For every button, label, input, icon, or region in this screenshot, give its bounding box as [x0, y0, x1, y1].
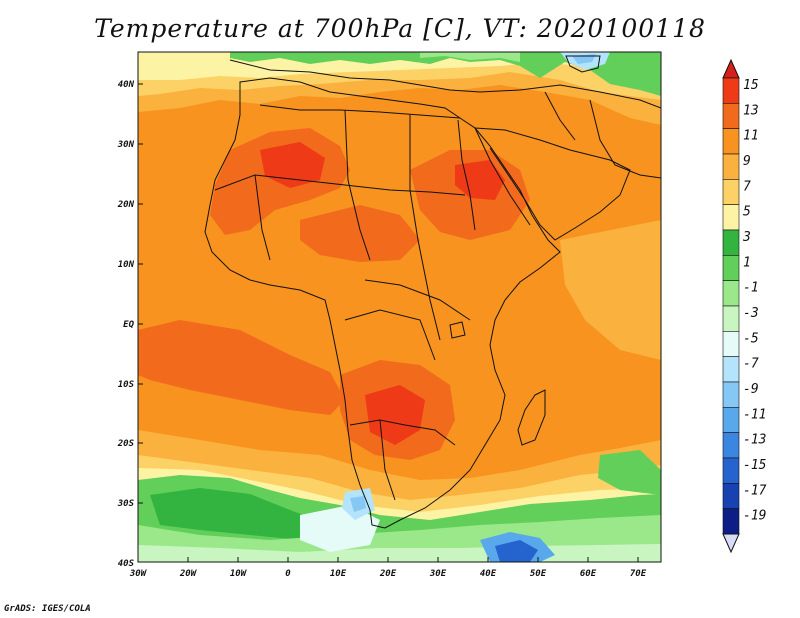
colorbar-label: -3 [743, 306, 759, 321]
arabia-outline [474, 127, 631, 241]
lon-label-10w: 10W [230, 569, 248, 579]
field-south-core [365, 385, 425, 445]
colorbar-label: -7 [743, 357, 759, 372]
colorbar-swatch [722, 280, 740, 307]
colorbar-label: 15 [743, 78, 759, 93]
colorbar-swatch [722, 128, 740, 155]
lat-ticks [138, 83, 143, 504]
lon-label-50e: 50E [530, 569, 547, 579]
lat-axis: 40N 30N 20N 10N EQ 10S 20S 30S 40S [117, 80, 143, 569]
colorbar-label: 13 [743, 103, 759, 118]
north-border-1 [259, 104, 461, 119]
colorbar-swatch [722, 356, 740, 383]
lon-label-20w: 20W [179, 569, 198, 579]
field-southocean-deep [495, 540, 538, 562]
lat-label-30n: 30N [117, 140, 135, 150]
colorbar-swatch [722, 255, 740, 281]
mid-border [364, 279, 471, 321]
colorbar-swatch [722, 457, 740, 484]
lon-axis: 30W 20W 10W 0 10E 20E 30E 40E 50E 60E 70… [129, 557, 647, 579]
central-border [344, 109, 371, 261]
africa-outline [204, 77, 561, 529]
field-north-mint [420, 52, 520, 62]
colorbar-label: -1 [743, 281, 759, 296]
lon-label-70e: 70E [630, 569, 647, 579]
nile-line [457, 119, 476, 231]
madagascar-outline [517, 389, 546, 446]
lat-label-10n: 10N [118, 260, 135, 270]
lat-label-20s: 20S [117, 439, 135, 449]
colorbar-swatch [722, 432, 740, 459]
colorbar-label: -11 [743, 407, 766, 422]
south-border-2 [379, 419, 396, 501]
coastlines [204, 55, 661, 529]
colorbar-swatch [722, 229, 740, 256]
colorbar-swatch [722, 77, 740, 104]
lon-label-0: 0 [285, 569, 291, 579]
field-indian-mild [560, 220, 661, 360]
colorbar-label: -19 [743, 509, 766, 524]
lon-label-20e: 20E [379, 569, 397, 579]
colorbar-swatch [722, 508, 740, 535]
lat-label-30s: 30S [117, 499, 135, 509]
colorbar-swatch [722, 153, 740, 180]
field-sahara-core [260, 142, 325, 188]
colorbar-swatch [722, 331, 740, 357]
lon-label-30e: 30E [429, 569, 447, 579]
field-madagascar-green [598, 450, 661, 495]
field-sudan-core [455, 160, 505, 200]
colorbar-label: -17 [743, 483, 767, 498]
colorbar: 15 13 11 9 7 5 3 1 -1 -3 -5 -7 -9 -11 -13 -15 -17 -19 [722, 58, 767, 554]
lat-label-10s: 10S [118, 380, 135, 390]
colorbar-label: -15 [743, 458, 767, 473]
lake-victoria [449, 321, 466, 339]
colorbar-swatch [722, 103, 740, 129]
persia-border [589, 99, 661, 179]
redsea [474, 127, 531, 226]
south-border [349, 419, 456, 446]
colorbar-label: -5 [743, 331, 759, 346]
colorbar-label: 9 [743, 154, 751, 169]
lon-label-30w: 30W [129, 569, 148, 579]
colorbar-label: 7 [743, 179, 751, 194]
colorbar-swatch [722, 407, 740, 433]
chart-title: Temperature at 700hPa [C], VT: 202010011… [94, 14, 706, 43]
colorbar-label: -13 [743, 433, 766, 448]
colorbar-top-arrow [722, 58, 740, 79]
grads-credit: GrADS: IGES/COLA [4, 604, 91, 614]
lon-label-10e: 10E [330, 569, 347, 579]
colorbar-label: 3 [742, 230, 751, 245]
lat-label-40s: 40S [118, 559, 135, 569]
temperature-field [138, 52, 661, 562]
plot-frame [137, 51, 662, 563]
colorbar-label: 11 [743, 129, 759, 144]
field-westafrica-hot [300, 205, 420, 262]
lon-ticks [187, 557, 639, 562]
colorbar-label: 1 [743, 255, 751, 270]
colorbar-swatch [722, 204, 740, 231]
east-border [409, 115, 441, 341]
colorbar-label: -9 [743, 382, 759, 397]
persia-border-2 [544, 91, 576, 141]
lat-label-40n: 40N [118, 80, 135, 90]
colorbar-swatch [722, 305, 740, 332]
lat-label-eq: EQ [123, 320, 134, 330]
colorbar-swatch [722, 179, 740, 205]
field-capeblue2 [350, 496, 366, 512]
colorbar-bottom-arrow [722, 533, 740, 554]
field-north-green [230, 52, 661, 96]
congo-border [344, 309, 436, 361]
lon-label-60e: 60E [580, 569, 597, 579]
colorbar-label: 5 [743, 205, 751, 220]
field-south-darkgreen [150, 488, 330, 540]
lon-label-40e: 40E [480, 569, 497, 579]
europe-coast [229, 59, 661, 109]
caspian-outline [565, 55, 601, 73]
field-atlantic-warm [138, 320, 345, 415]
west-border [254, 174, 271, 261]
lat-label-20n: 20N [117, 200, 135, 210]
colorbar-swatch [722, 381, 740, 408]
colorbar-swatch [722, 483, 740, 509]
